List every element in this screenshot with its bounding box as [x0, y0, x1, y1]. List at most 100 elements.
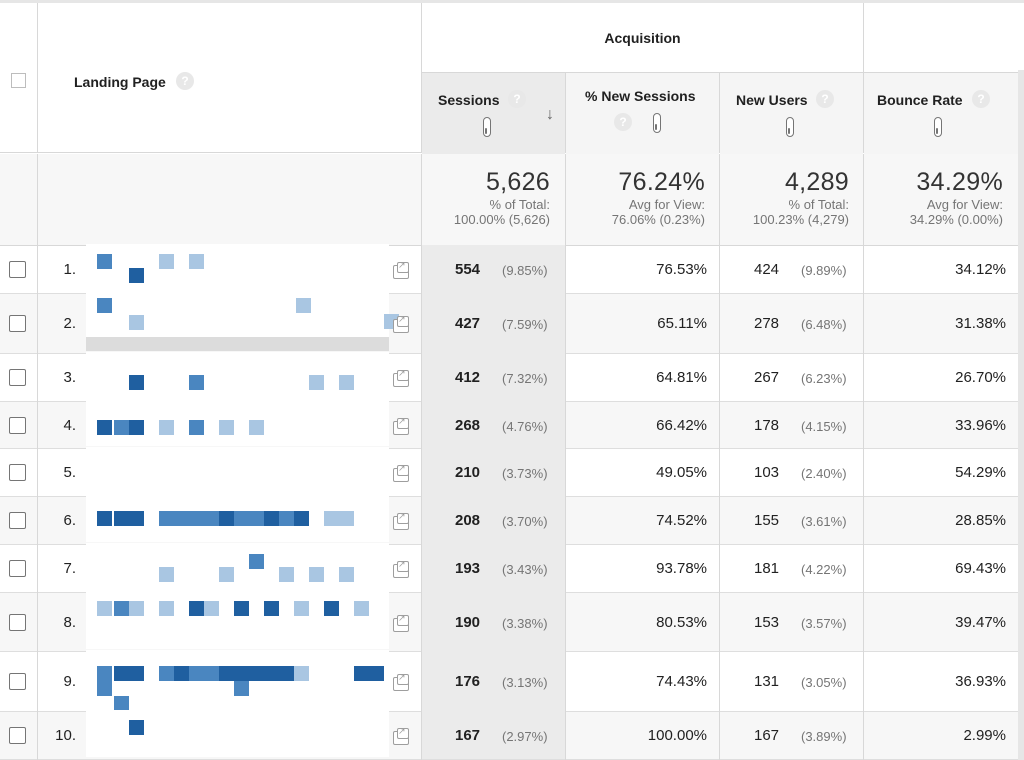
open-external-icon[interactable]	[393, 613, 409, 632]
landing-page-link[interactable]	[86, 447, 389, 494]
column-divider	[565, 73, 566, 152]
row-checkbox[interactable]	[9, 261, 26, 278]
obscured-url-pixel	[189, 601, 204, 616]
sessions-cell	[422, 496, 566, 544]
obscured-url-pixel	[97, 511, 112, 526]
row-checkbox[interactable]	[9, 560, 26, 577]
new-users-percent: (3.89%)	[801, 729, 847, 744]
obscured-url-pixel	[279, 666, 294, 681]
landing-page-link[interactable]	[86, 495, 389, 542]
next-column-edge	[1018, 70, 1024, 760]
new-users-value: 153	[754, 613, 780, 631]
landing-page-link[interactable]	[86, 591, 389, 649]
sessions-percent: (3.43%)	[502, 562, 548, 577]
row-checkbox[interactable]	[9, 369, 26, 386]
select-all-checkbox[interactable]	[11, 73, 26, 88]
obscured-url-pixel	[159, 511, 174, 526]
bounce-rate-column-header[interactable]: Bounce Rate ?	[864, 73, 1018, 155]
obscured-url-pixel	[309, 567, 324, 582]
sessions-cell	[422, 592, 566, 651]
table-row: 7. 193 (3.43%) 93.78% 181 (4.22%) 69.43%	[0, 543, 1024, 593]
total-caption: Avg for View:	[926, 197, 1003, 212]
obscured-url-pixel	[159, 254, 174, 269]
obscured-url-pixel	[204, 666, 219, 681]
row-checkbox[interactable]	[9, 512, 26, 529]
obscured-url-pixel	[324, 601, 339, 616]
landing-page-header[interactable]: Landing Page	[74, 74, 166, 90]
open-external-icon[interactable]	[393, 559, 409, 578]
row-checkbox[interactable]	[9, 727, 26, 744]
row-index: 1.	[63, 261, 76, 278]
help-icon[interactable]: ?	[508, 90, 526, 108]
open-external-icon[interactable]	[393, 726, 409, 745]
obscured-url-pixel	[114, 420, 129, 435]
sessions-cell	[422, 448, 566, 496]
new-users-value: 131	[754, 673, 780, 690]
open-external-icon[interactable]	[393, 368, 409, 387]
total-value: 34.29%	[916, 168, 1003, 196]
sessions-value: 554	[455, 261, 481, 278]
row-checkbox[interactable]	[9, 613, 26, 631]
open-external-icon[interactable]	[393, 672, 409, 691]
obscured-url-pixel	[234, 511, 249, 526]
help-icon[interactable]: ?	[614, 113, 632, 131]
landing-page-link[interactable]	[86, 543, 389, 590]
new-users-header-label: New Users	[736, 92, 808, 108]
obscured-url-pixel	[249, 420, 264, 435]
obscured-url-pixel	[174, 666, 189, 681]
landing-page-link[interactable]	[86, 400, 389, 446]
obscured-url-pixel	[189, 666, 204, 681]
new-users-value: 103	[754, 464, 780, 481]
sessions-column-header[interactable]: Sessions ? ↓	[422, 73, 565, 155]
obscured-url-pixel	[129, 720, 144, 735]
obscured-url-pixel	[129, 601, 144, 616]
sessions-cell	[422, 711, 566, 759]
column-divider	[565, 154, 566, 760]
new-users-column-header[interactable]: New Users ?	[720, 73, 863, 155]
help-icon[interactable]: ?	[816, 90, 834, 108]
new-sessions-value: 65.11%	[657, 315, 707, 332]
obscured-url-pixel	[339, 567, 354, 582]
new-sessions-value: 76.53%	[656, 261, 707, 278]
obscured-url-pixel	[189, 511, 204, 526]
new-sessions-value: 80.53%	[656, 613, 707, 631]
sort-descending-icon[interactable]: ↓	[546, 106, 554, 123]
obscured-url-pixel	[159, 666, 174, 681]
open-external-icon[interactable]	[393, 260, 409, 279]
totals-row: 5,626 % of Total: 100.00% (5,626) 76.24%…	[0, 154, 1024, 246]
landing-page-link[interactable]	[86, 244, 389, 291]
row-checkbox[interactable]	[9, 464, 26, 481]
new-sessions-value: 100.00%	[647, 727, 707, 744]
open-external-icon[interactable]	[393, 416, 409, 435]
sessions-percent: (7.59%)	[502, 317, 548, 332]
thermometer-icon[interactable]	[934, 117, 942, 137]
obscured-url-pixel	[234, 666, 249, 681]
table-row: 6. 208 (3.70%) 74.52% 155 (3.61%) 28.85%	[0, 495, 1024, 545]
help-icon[interactable]: ?	[972, 90, 990, 108]
landing-page-link[interactable]	[86, 352, 389, 399]
group-divider	[422, 72, 1018, 73]
row-checkbox[interactable]	[9, 315, 26, 332]
new-users-percent: (3.05%)	[801, 675, 847, 690]
landing-page-link[interactable]	[86, 710, 389, 757]
open-external-icon[interactable]	[393, 511, 409, 530]
thermometer-icon[interactable]	[653, 113, 661, 133]
thermometer-icon[interactable]	[786, 117, 794, 137]
landing-page-link[interactable]	[86, 292, 399, 351]
obscured-url-pixel	[114, 511, 129, 526]
sessions-value: 176	[455, 673, 481, 690]
obscured-url-pixel	[279, 567, 294, 582]
landing-page-link[interactable]	[86, 650, 389, 711]
open-external-icon[interactable]	[393, 314, 409, 333]
row-checkbox[interactable]	[9, 673, 26, 690]
row-checkbox[interactable]	[9, 416, 26, 434]
open-external-icon[interactable]	[393, 463, 409, 482]
obscured-url-pixel	[369, 666, 384, 681]
help-icon[interactable]: ?	[176, 72, 194, 90]
new-users-total: 4,289 % of Total: 100.23% (4,279)	[720, 154, 849, 246]
obscured-url-pixel	[294, 666, 309, 681]
new-sessions-column-header[interactable]: % New Sessions ?	[566, 73, 719, 155]
new-users-percent: (9.89%)	[801, 263, 847, 278]
thermometer-icon[interactable]	[483, 117, 491, 137]
new-users-percent: (4.15%)	[801, 418, 847, 434]
